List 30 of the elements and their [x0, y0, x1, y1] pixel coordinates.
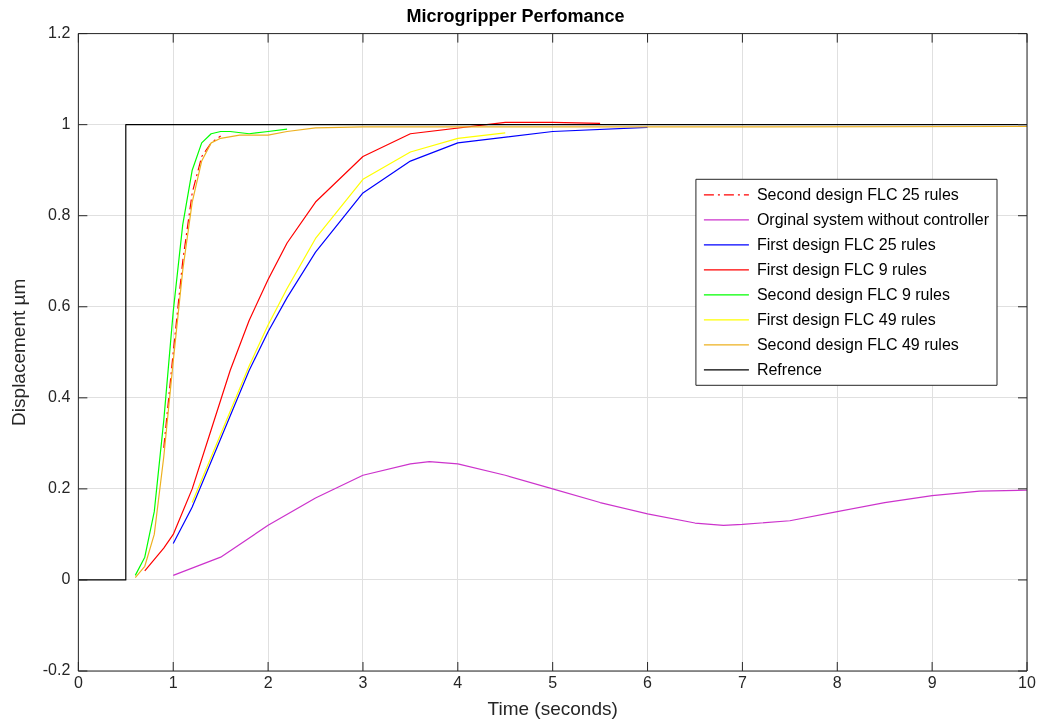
y-tick-label: 0.2 — [48, 479, 71, 497]
x-tick-label: 1 — [168, 674, 178, 692]
legend-label: First design FLC 25 rules — [756, 236, 936, 254]
legend-label: Orginal system without controller — [756, 211, 990, 229]
x-axis-title: Time (seconds) — [487, 697, 618, 719]
x-tick-label: 0 — [73, 674, 83, 692]
y-tick-label: 0 — [61, 570, 71, 588]
legend-label: Refrence — [756, 361, 822, 379]
legend-label: First design FLC 9 rules — [756, 261, 927, 279]
y-tick-label: 1 — [61, 115, 71, 133]
y-tick-label: -0.2 — [42, 661, 71, 679]
y-tick-label: 0.8 — [48, 206, 71, 224]
legend-label: Second design FLC 49 rules — [756, 336, 959, 354]
legend-label: First design FLC 49 rules — [756, 311, 936, 329]
y-tick-label: 1.2 — [48, 24, 71, 42]
legend-label: Second design FLC 25 rules — [756, 186, 959, 204]
x-tick-label: 3 — [358, 674, 368, 692]
x-tick-label: 6 — [643, 674, 653, 692]
legend-label: Second design FLC 9 rules — [756, 286, 950, 304]
x-tick-label: 10 — [1018, 674, 1036, 692]
y-tick-label: 0.6 — [48, 297, 71, 315]
x-tick-label: 9 — [927, 674, 937, 692]
x-tick-label: 4 — [453, 674, 463, 692]
x-tick-label: 7 — [737, 674, 747, 692]
x-tick-label: 8 — [832, 674, 842, 692]
chart-title: Microgripper Perfomance — [406, 5, 625, 26]
x-tick-label: 2 — [263, 674, 273, 692]
y-tick-label: 0.4 — [48, 388, 71, 406]
y-axis-title: Displacement µm — [7, 278, 29, 426]
x-tick-label: 5 — [548, 674, 558, 692]
